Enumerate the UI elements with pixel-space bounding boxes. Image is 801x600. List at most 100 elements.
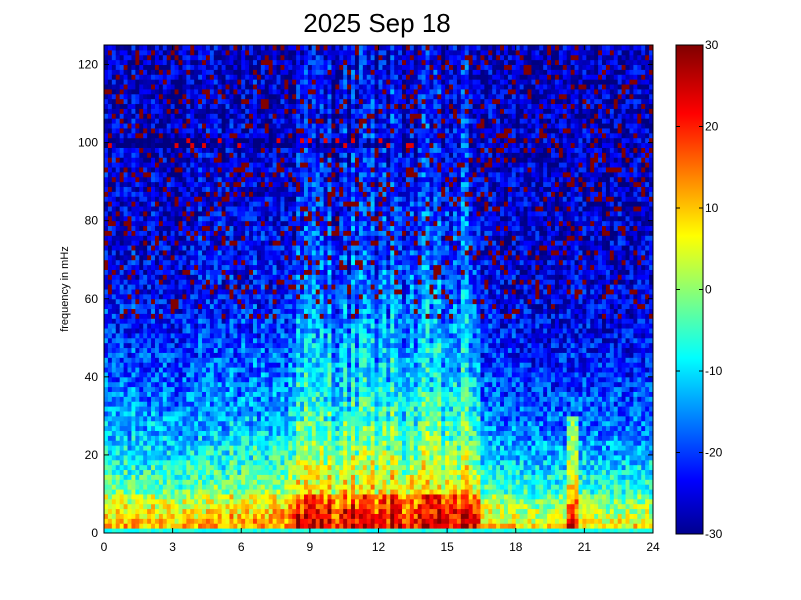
heatmap-cell — [241, 157, 246, 163]
heatmap-cell — [213, 74, 219, 80]
heatmap-cell — [198, 450, 203, 456]
heatmap-cell — [276, 157, 281, 163]
heatmap-cell — [260, 127, 266, 134]
heatmap-cell — [139, 440, 144, 446]
heatmap-cell — [205, 308, 211, 314]
heatmap-cell — [260, 352, 266, 358]
heatmap-cell — [127, 352, 132, 358]
heatmap-cell — [202, 84, 207, 90]
heatmap-cell — [154, 196, 160, 202]
heatmap-cell — [111, 181, 117, 188]
heatmap-cell — [264, 371, 270, 378]
heatmap-cell — [198, 240, 203, 246]
heatmap-cell — [158, 118, 164, 124]
heatmap-cell — [131, 508, 136, 514]
heatmap-cell — [284, 235, 289, 241]
heatmap-cell — [253, 54, 258, 61]
heatmap-cell — [217, 450, 223, 456]
heatmap-cell — [198, 293, 203, 300]
heatmap-cell — [139, 123, 144, 129]
heatmap-cell — [154, 220, 160, 227]
heatmap-cell — [272, 127, 278, 134]
heatmap-cell — [237, 201, 242, 207]
heatmap-cell — [147, 249, 152, 256]
heatmap-cell — [276, 249, 281, 256]
heatmap-cell — [111, 279, 117, 285]
heatmap-cell — [241, 186, 246, 192]
heatmap-cell — [131, 196, 136, 202]
heatmap-cell — [296, 132, 301, 139]
heatmap-cell — [296, 264, 301, 270]
heatmap-cell — [154, 371, 160, 378]
heatmap-cell — [131, 132, 136, 139]
heatmap-cell — [151, 118, 156, 124]
heatmap-cell — [170, 284, 176, 290]
heatmap-cell — [166, 450, 172, 456]
heatmap-cell — [131, 74, 136, 80]
heatmap-cell — [229, 167, 234, 173]
heatmap-cell — [245, 391, 250, 397]
heatmap-cell — [276, 445, 281, 451]
heatmap-cell — [182, 445, 187, 451]
heatmap-cell — [241, 479, 246, 485]
heatmap-cell — [260, 259, 266, 266]
heatmap-cell — [119, 420, 125, 427]
heatmap-cell — [198, 347, 203, 353]
heatmap-cell — [119, 142, 125, 148]
heatmap-cell — [139, 347, 144, 353]
heatmap-cell — [115, 79, 121, 85]
heatmap-cell — [186, 186, 191, 192]
heatmap-cell — [241, 176, 246, 183]
heatmap-cell — [127, 88, 132, 95]
heatmap-cell — [151, 489, 156, 495]
heatmap-cell — [225, 498, 230, 505]
heatmap-cell — [253, 406, 258, 412]
heatmap-cell — [104, 191, 109, 197]
heatmap-cell — [139, 308, 144, 314]
heatmap-cell — [158, 220, 164, 227]
heatmap-cell — [170, 259, 176, 266]
heatmap-cell — [119, 342, 125, 349]
heatmap-cell — [284, 381, 289, 388]
heatmap-cell — [194, 186, 199, 192]
heatmap-cell — [202, 406, 207, 412]
heatmap-cell — [147, 279, 152, 285]
heatmap-cell — [174, 249, 180, 256]
heatmap-cell — [123, 318, 129, 324]
heatmap-cell — [170, 108, 176, 114]
heatmap-cell — [123, 323, 129, 329]
heatmap-cell — [245, 328, 250, 334]
heatmap-cell — [209, 425, 215, 432]
heatmap-cell — [198, 84, 203, 90]
heatmap-cell — [256, 103, 262, 109]
heatmap-cell — [170, 113, 176, 119]
heatmap-cell — [272, 318, 278, 324]
heatmap-cell — [174, 445, 180, 451]
heatmap-cell — [284, 386, 289, 392]
heatmap-cell — [115, 328, 121, 334]
heatmap-cell — [217, 489, 223, 495]
heatmap-cell — [107, 484, 113, 490]
heatmap-cell — [276, 108, 281, 114]
heatmap-cell — [268, 206, 274, 212]
heatmap-cell — [154, 215, 160, 222]
heatmap-cell — [104, 220, 109, 227]
heatmap-cell — [296, 98, 301, 105]
heatmap-cell — [104, 45, 109, 51]
heatmap-cell — [170, 391, 176, 397]
heatmap-cell — [209, 240, 215, 246]
heatmap-cell — [229, 518, 234, 524]
heatmap-cell — [107, 445, 113, 451]
heatmap-cell — [158, 157, 164, 163]
heatmap-cell — [205, 391, 211, 397]
heatmap-cell — [256, 142, 262, 148]
heatmap-cell — [151, 191, 156, 197]
heatmap-cell — [190, 415, 195, 422]
heatmap-cell — [241, 84, 246, 90]
heatmap-cell — [151, 289, 156, 295]
heatmap-cell — [162, 103, 168, 109]
heatmap-cell — [104, 147, 109, 153]
heatmap-cell — [217, 425, 223, 432]
heatmap-cell — [276, 274, 281, 280]
heatmap-cell — [296, 84, 301, 90]
